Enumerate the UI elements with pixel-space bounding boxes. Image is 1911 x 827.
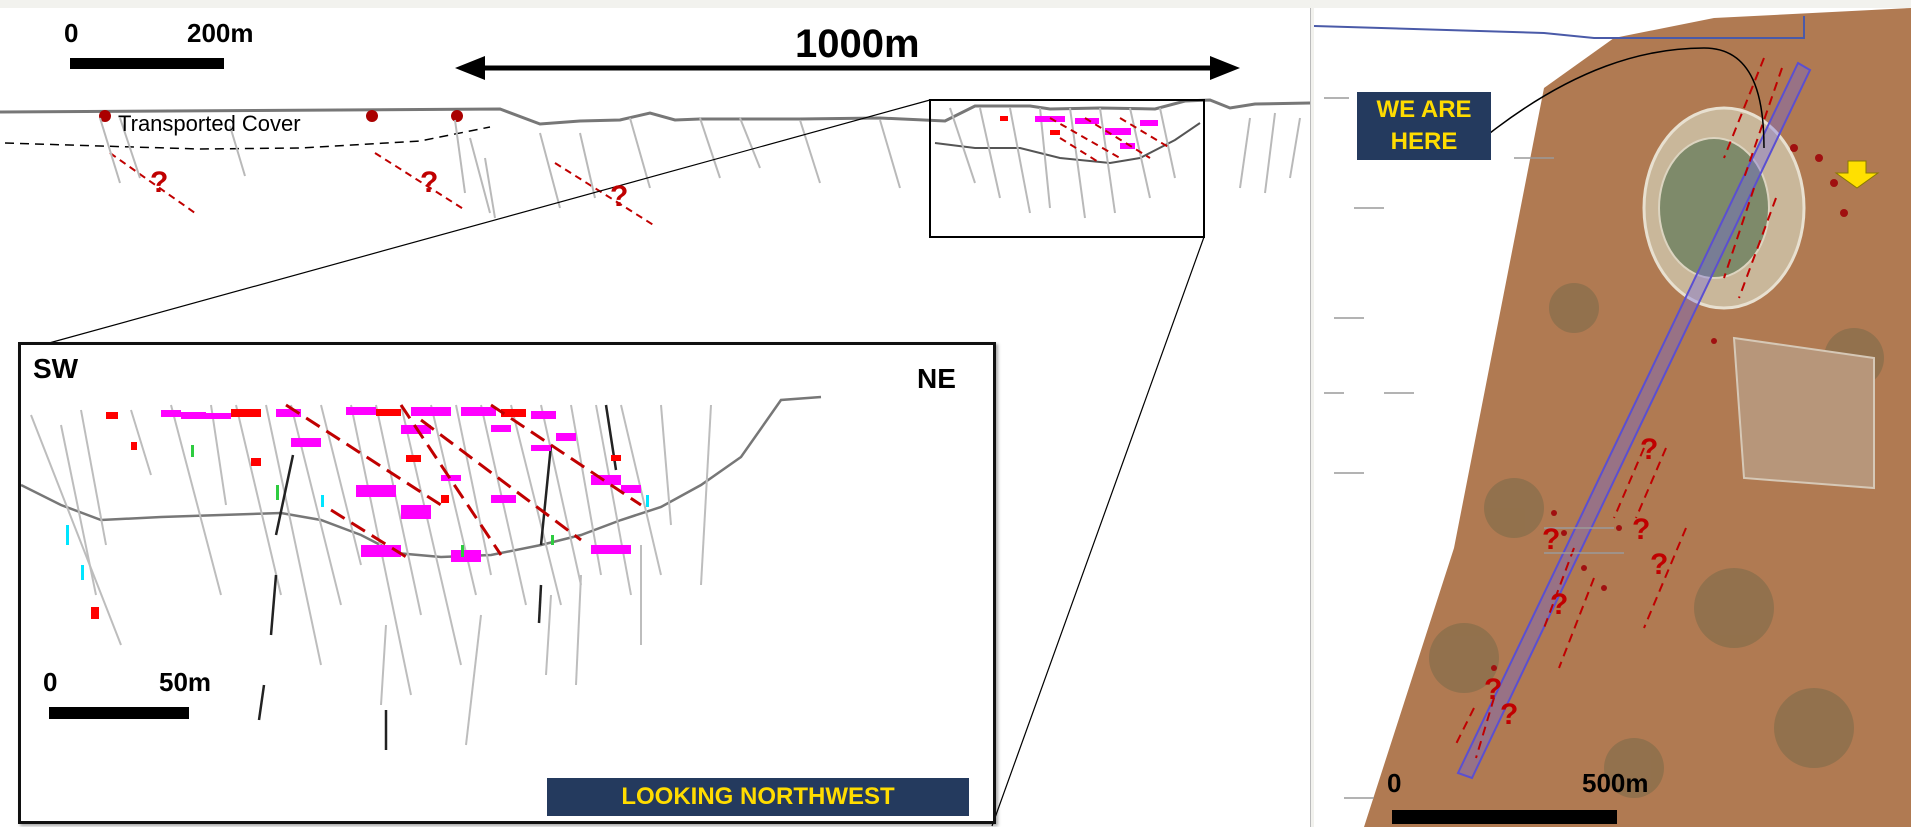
inferred-fault xyxy=(374,152,466,211)
inferred-faults xyxy=(285,403,642,562)
pointer-line xyxy=(1489,47,1765,149)
scale-end-label: 200m xyxy=(187,18,254,48)
looking-northwest-badge: LOOKING NORTHWEST xyxy=(547,778,969,816)
uncertain-fault-marker: ? xyxy=(420,166,439,199)
map-scale-start: 0 xyxy=(1387,768,1402,798)
tenement-boundary xyxy=(1314,16,1805,39)
uncertain-fault-marker: ? xyxy=(1500,698,1519,731)
zoom-extent-box xyxy=(929,99,1205,238)
inset-scale-end: 50m xyxy=(159,667,212,697)
drill-collar xyxy=(99,110,111,122)
cross-section-drawing xyxy=(0,56,1310,827)
zoom-connector xyxy=(991,236,1205,827)
pit-surface-profile xyxy=(21,395,822,559)
scale-bar-50m xyxy=(49,707,189,719)
drill-trace-lines xyxy=(1324,97,1624,799)
zoomed-section-drawing xyxy=(21,395,822,750)
minor-assay-ticks xyxy=(66,445,649,580)
orientation-ne: NE xyxy=(917,363,956,394)
drill-traces xyxy=(99,107,1301,219)
zoom-connector xyxy=(19,99,931,352)
scale-start-label: 0 xyxy=(64,18,79,48)
orientation-sw: SW xyxy=(33,353,79,384)
width-arrow-1000m xyxy=(455,56,1240,80)
we-are-here-badge: WE ARE HERE xyxy=(1357,92,1491,160)
scale-bar-200m xyxy=(70,58,224,69)
drill-collar xyxy=(451,110,463,122)
uncertain-fault-marker: ? xyxy=(1650,548,1669,581)
transported-cover-label: Transported Cover xyxy=(118,111,301,136)
uncertain-fault-marker: ? xyxy=(1640,433,1659,466)
inferred-faults xyxy=(1453,57,1783,759)
transported-cover-boundary xyxy=(4,126,491,150)
section-line-strip xyxy=(1456,61,1812,780)
uncertain-fault-marker: ? xyxy=(1484,673,1503,706)
dark-drill-traces xyxy=(257,404,618,750)
zoomed-section-inset: SW NE 0 50m LOOKING NORTHWEST xyxy=(18,342,996,824)
assay-intervals xyxy=(1000,116,1158,149)
uncertain-fault-marker: ? xyxy=(150,166,169,199)
pit-floor xyxy=(1658,137,1770,279)
pit-outline xyxy=(934,122,1201,165)
aerial-map-drawing xyxy=(1314,8,1911,827)
map-scale-end: 500m xyxy=(1582,768,1649,798)
location-map-panel: WE ARE HERE 0 500m ? ? ? ? ? ? ? xyxy=(1314,8,1911,827)
waste-dump xyxy=(1732,336,1875,490)
uncertain-fault-marker: ? xyxy=(1550,588,1569,621)
uncertain-fault-marker: ? xyxy=(1542,523,1561,556)
scale-1000m-label: 1000m xyxy=(795,22,920,66)
drill-traces xyxy=(30,404,712,746)
inferred-fault xyxy=(554,162,656,227)
location-arrow-icon xyxy=(1834,160,1880,189)
pit-faults xyxy=(1049,117,1171,164)
assay-intervals xyxy=(91,407,641,619)
uncertain-fault-marker: ? xyxy=(610,180,629,213)
drill-collar xyxy=(366,110,378,122)
scale-bar-500m xyxy=(1392,810,1617,824)
inset-scale-start: 0 xyxy=(43,667,58,697)
inferred-fault xyxy=(109,152,196,214)
drill-collars xyxy=(1491,144,1848,671)
uncertain-fault-marker: ? xyxy=(1632,513,1651,546)
